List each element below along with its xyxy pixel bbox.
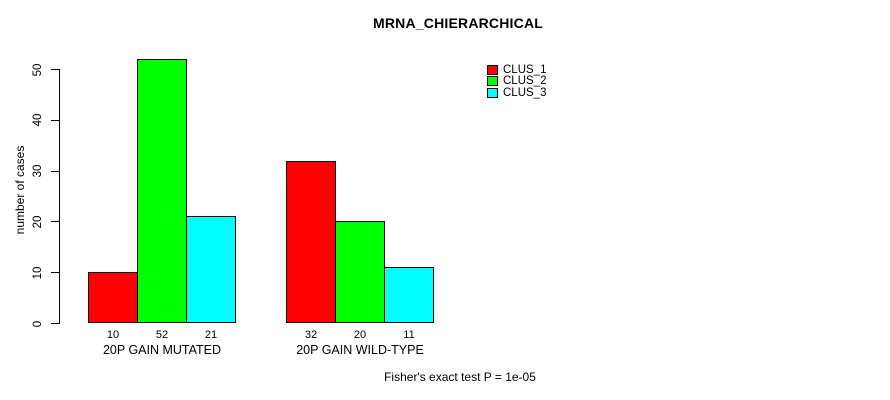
y-tick-label: 30 bbox=[32, 164, 44, 178]
legend-swatch-clus_1 bbox=[487, 64, 498, 75]
bar-value-label: 10 bbox=[106, 329, 120, 341]
bar-clus_1-1 bbox=[88, 272, 138, 323]
y-tick-label: 0 bbox=[32, 320, 44, 327]
y-axis-title: number of cases bbox=[13, 145, 27, 235]
category-label: 20P GAIN MUTATED bbox=[102, 343, 222, 357]
category-label: 20P GAIN WILD-TYPE bbox=[296, 343, 424, 357]
y-tick-label: 50 bbox=[32, 63, 44, 77]
bar-value-label: 11 bbox=[403, 329, 415, 341]
legend-item: CLUS_1 bbox=[487, 64, 546, 76]
y-tick-label: 40 bbox=[32, 114, 44, 127]
bar-clus_2-1 bbox=[137, 59, 187, 323]
y-tick-mark bbox=[51, 170, 59, 172]
annotation-text: Fisher's exact test P = 1e-05 bbox=[384, 370, 536, 384]
y-axis-line bbox=[59, 69, 60, 324]
y-tick-mark bbox=[51, 221, 59, 223]
legend: CLUS_1 CLUS_2 CLUS_3 bbox=[487, 64, 546, 99]
legend-swatch-clus_3 bbox=[487, 87, 498, 98]
y-tick-label: 20 bbox=[32, 215, 44, 229]
bar-value-label: 52 bbox=[155, 329, 169, 341]
bar-value-label: 32 bbox=[304, 329, 318, 341]
legend-label: CLUS_2 bbox=[503, 75, 547, 88]
y-tick-label: 10 bbox=[32, 266, 44, 280]
bar-value-label: 20 bbox=[353, 329, 367, 341]
y-tick-mark bbox=[51, 272, 59, 274]
bar-clus_1-2 bbox=[286, 160, 336, 323]
y-tick-mark bbox=[51, 323, 59, 324]
bar-clus_2-2 bbox=[335, 221, 385, 323]
bar-clus_3-1 bbox=[186, 216, 236, 323]
bar-clus_3-2 bbox=[384, 267, 434, 323]
bar-value-label: 21 bbox=[204, 329, 218, 341]
y-tick-mark bbox=[51, 69, 59, 71]
legend-item: CLUS_3 bbox=[487, 87, 546, 99]
chart-title: MRNA_CHIERARCHICAL bbox=[372, 15, 544, 31]
legend-label: CLUS_3 bbox=[503, 86, 547, 99]
y-tick-mark bbox=[51, 119, 59, 121]
legend-item: CLUS_2 bbox=[487, 75, 547, 88]
legend-swatch-clus_2 bbox=[487, 76, 498, 87]
legend-label: CLUS_1 bbox=[503, 63, 547, 76]
